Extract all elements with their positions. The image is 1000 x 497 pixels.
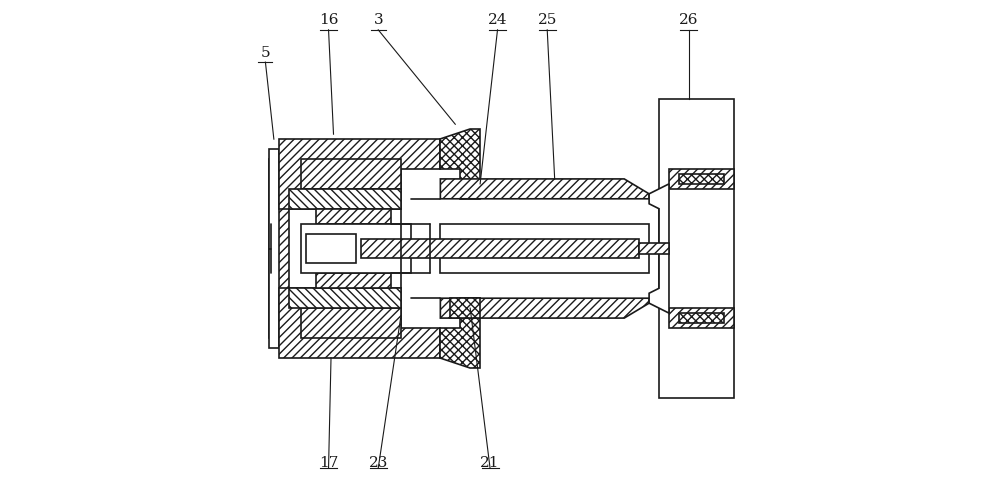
Bar bbox=[301, 308, 401, 338]
Text: 21: 21 bbox=[480, 456, 500, 470]
Bar bbox=[301, 224, 411, 273]
Polygon shape bbox=[669, 169, 734, 189]
Bar bbox=[361, 239, 639, 258]
Polygon shape bbox=[269, 159, 289, 338]
Text: 5: 5 bbox=[261, 46, 270, 60]
Polygon shape bbox=[440, 179, 649, 199]
Polygon shape bbox=[440, 298, 649, 318]
Polygon shape bbox=[316, 209, 391, 224]
Polygon shape bbox=[649, 184, 669, 313]
Bar bbox=[639, 243, 669, 254]
Bar bbox=[306, 234, 356, 263]
Text: 23: 23 bbox=[369, 456, 388, 470]
Bar bbox=[269, 149, 279, 348]
Text: 17: 17 bbox=[319, 456, 338, 470]
Polygon shape bbox=[450, 298, 480, 318]
Text: 24: 24 bbox=[488, 13, 507, 27]
Bar bbox=[659, 99, 734, 398]
Polygon shape bbox=[679, 313, 724, 323]
Text: 3: 3 bbox=[373, 13, 383, 27]
Polygon shape bbox=[669, 308, 734, 328]
Polygon shape bbox=[679, 174, 724, 184]
Bar bbox=[440, 224, 649, 273]
Polygon shape bbox=[316, 273, 391, 288]
Polygon shape bbox=[440, 298, 480, 368]
Text: 26: 26 bbox=[679, 13, 699, 27]
Polygon shape bbox=[289, 189, 401, 209]
Text: 25: 25 bbox=[538, 13, 557, 27]
Polygon shape bbox=[440, 129, 480, 199]
Bar bbox=[301, 159, 401, 189]
Polygon shape bbox=[279, 139, 440, 209]
Polygon shape bbox=[279, 288, 440, 358]
Polygon shape bbox=[289, 288, 401, 308]
Text: 16: 16 bbox=[319, 13, 338, 27]
